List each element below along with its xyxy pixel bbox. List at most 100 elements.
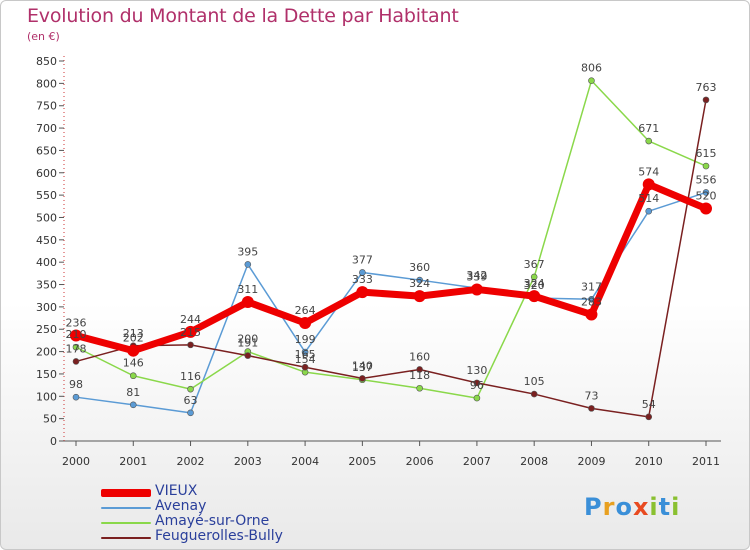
data-label: 160	[409, 350, 430, 363]
data-point	[72, 343, 80, 351]
data-label: 311	[237, 283, 258, 296]
data-point	[299, 316, 312, 329]
data-label: 339	[466, 270, 487, 283]
data-label: 137	[352, 361, 373, 374]
data-point	[187, 341, 194, 349]
data-label: 96	[470, 379, 484, 392]
data-label: 178	[66, 342, 87, 355]
data-label: 154	[295, 353, 316, 366]
data-label: 342	[466, 269, 487, 282]
data-label: 210	[66, 328, 87, 341]
data-point	[416, 384, 423, 392]
x-tick-label: 2007	[463, 455, 491, 468]
data-point	[702, 162, 710, 170]
data-point	[129, 372, 137, 380]
data-label: 199	[295, 333, 316, 346]
data-point	[530, 390, 538, 398]
x-tick-label: 2009	[577, 455, 605, 468]
data-label: 806	[581, 62, 602, 75]
data-label: 520	[696, 190, 717, 203]
data-point	[187, 385, 194, 393]
data-label: 264	[295, 304, 316, 317]
series-line-amay-sur-orne	[75, 79, 707, 399]
data-label: 81	[126, 386, 140, 399]
x-tick-label: 2010	[635, 455, 663, 468]
data-label: 98	[69, 378, 83, 391]
legend-swatch	[101, 537, 151, 539]
data-point	[244, 352, 252, 359]
series-line-avenay	[75, 191, 707, 414]
data-label: 317	[581, 280, 602, 293]
y-tick-label: 0	[50, 435, 57, 448]
x-tick-label: 2003	[234, 455, 262, 468]
data-point	[72, 358, 80, 365]
x-tick-label: 2004	[291, 455, 319, 468]
data-label: 320	[524, 279, 545, 292]
data-label: 324	[409, 277, 430, 290]
data-point	[244, 261, 252, 268]
y-tick-label: 800	[36, 77, 57, 90]
data-label: 324	[524, 277, 545, 290]
y-tick-label: 100	[36, 390, 57, 403]
y-tick-label: 50	[43, 413, 57, 426]
data-point	[702, 96, 710, 104]
data-point	[528, 290, 541, 303]
data-label: 556	[696, 173, 717, 186]
data-label: 367	[524, 258, 545, 271]
data-point	[356, 286, 369, 299]
data-point	[642, 178, 655, 191]
data-label: 574	[638, 165, 659, 178]
legend-swatch	[101, 507, 151, 509]
legend-swatch	[101, 522, 151, 524]
y-tick-label: 750	[36, 100, 57, 113]
data-point	[702, 189, 710, 196]
series-line-feuguerolles-bully	[75, 99, 707, 418]
legend-label: Amayé-sur-Orne	[155, 513, 270, 529]
data-point	[530, 273, 538, 281]
data-point	[359, 269, 366, 276]
data-point	[588, 405, 595, 412]
y-tick-label: 550	[36, 189, 57, 202]
data-point	[645, 137, 653, 145]
data-point	[72, 393, 80, 401]
proxiti-logo: Proxiti	[584, 493, 681, 521]
x-tick-label: 2011	[692, 455, 720, 468]
data-label: 200	[237, 333, 258, 346]
data-point	[416, 366, 423, 373]
data-label: 763	[696, 81, 717, 94]
data-label: 116	[180, 370, 201, 383]
data-label: 63	[184, 394, 198, 407]
data-point	[301, 363, 309, 371]
x-tick-label: 2008	[520, 455, 548, 468]
data-label: 671	[638, 122, 659, 135]
data-point	[187, 409, 194, 417]
legend-label: VIEUX	[155, 483, 198, 499]
data-label: 140	[352, 359, 373, 372]
data-point	[473, 379, 481, 387]
data-label: 191	[237, 337, 258, 350]
y-tick-label: 300	[36, 301, 57, 314]
data-point	[416, 276, 423, 284]
data-point	[301, 348, 309, 356]
data-point	[585, 308, 598, 321]
data-label: 360	[409, 261, 430, 274]
data-label: 514	[638, 192, 659, 205]
data-point	[645, 413, 653, 421]
y-tick-label: 400	[36, 256, 57, 269]
y-tick-label: 600	[36, 167, 57, 180]
data-label: 615	[696, 147, 717, 160]
data-label: 146	[123, 357, 144, 370]
x-tick-label: 2002	[177, 455, 205, 468]
data-point	[127, 344, 140, 357]
y-tick-label: 350	[36, 279, 57, 292]
data-point	[129, 401, 137, 409]
data-label: 54	[642, 398, 656, 411]
data-label: 165	[295, 348, 316, 361]
y-tick-label: 500	[36, 211, 57, 224]
y-tick-label: 150	[36, 368, 57, 381]
data-point	[473, 394, 481, 402]
data-label: 130	[466, 364, 487, 377]
data-label: 395	[237, 245, 258, 258]
